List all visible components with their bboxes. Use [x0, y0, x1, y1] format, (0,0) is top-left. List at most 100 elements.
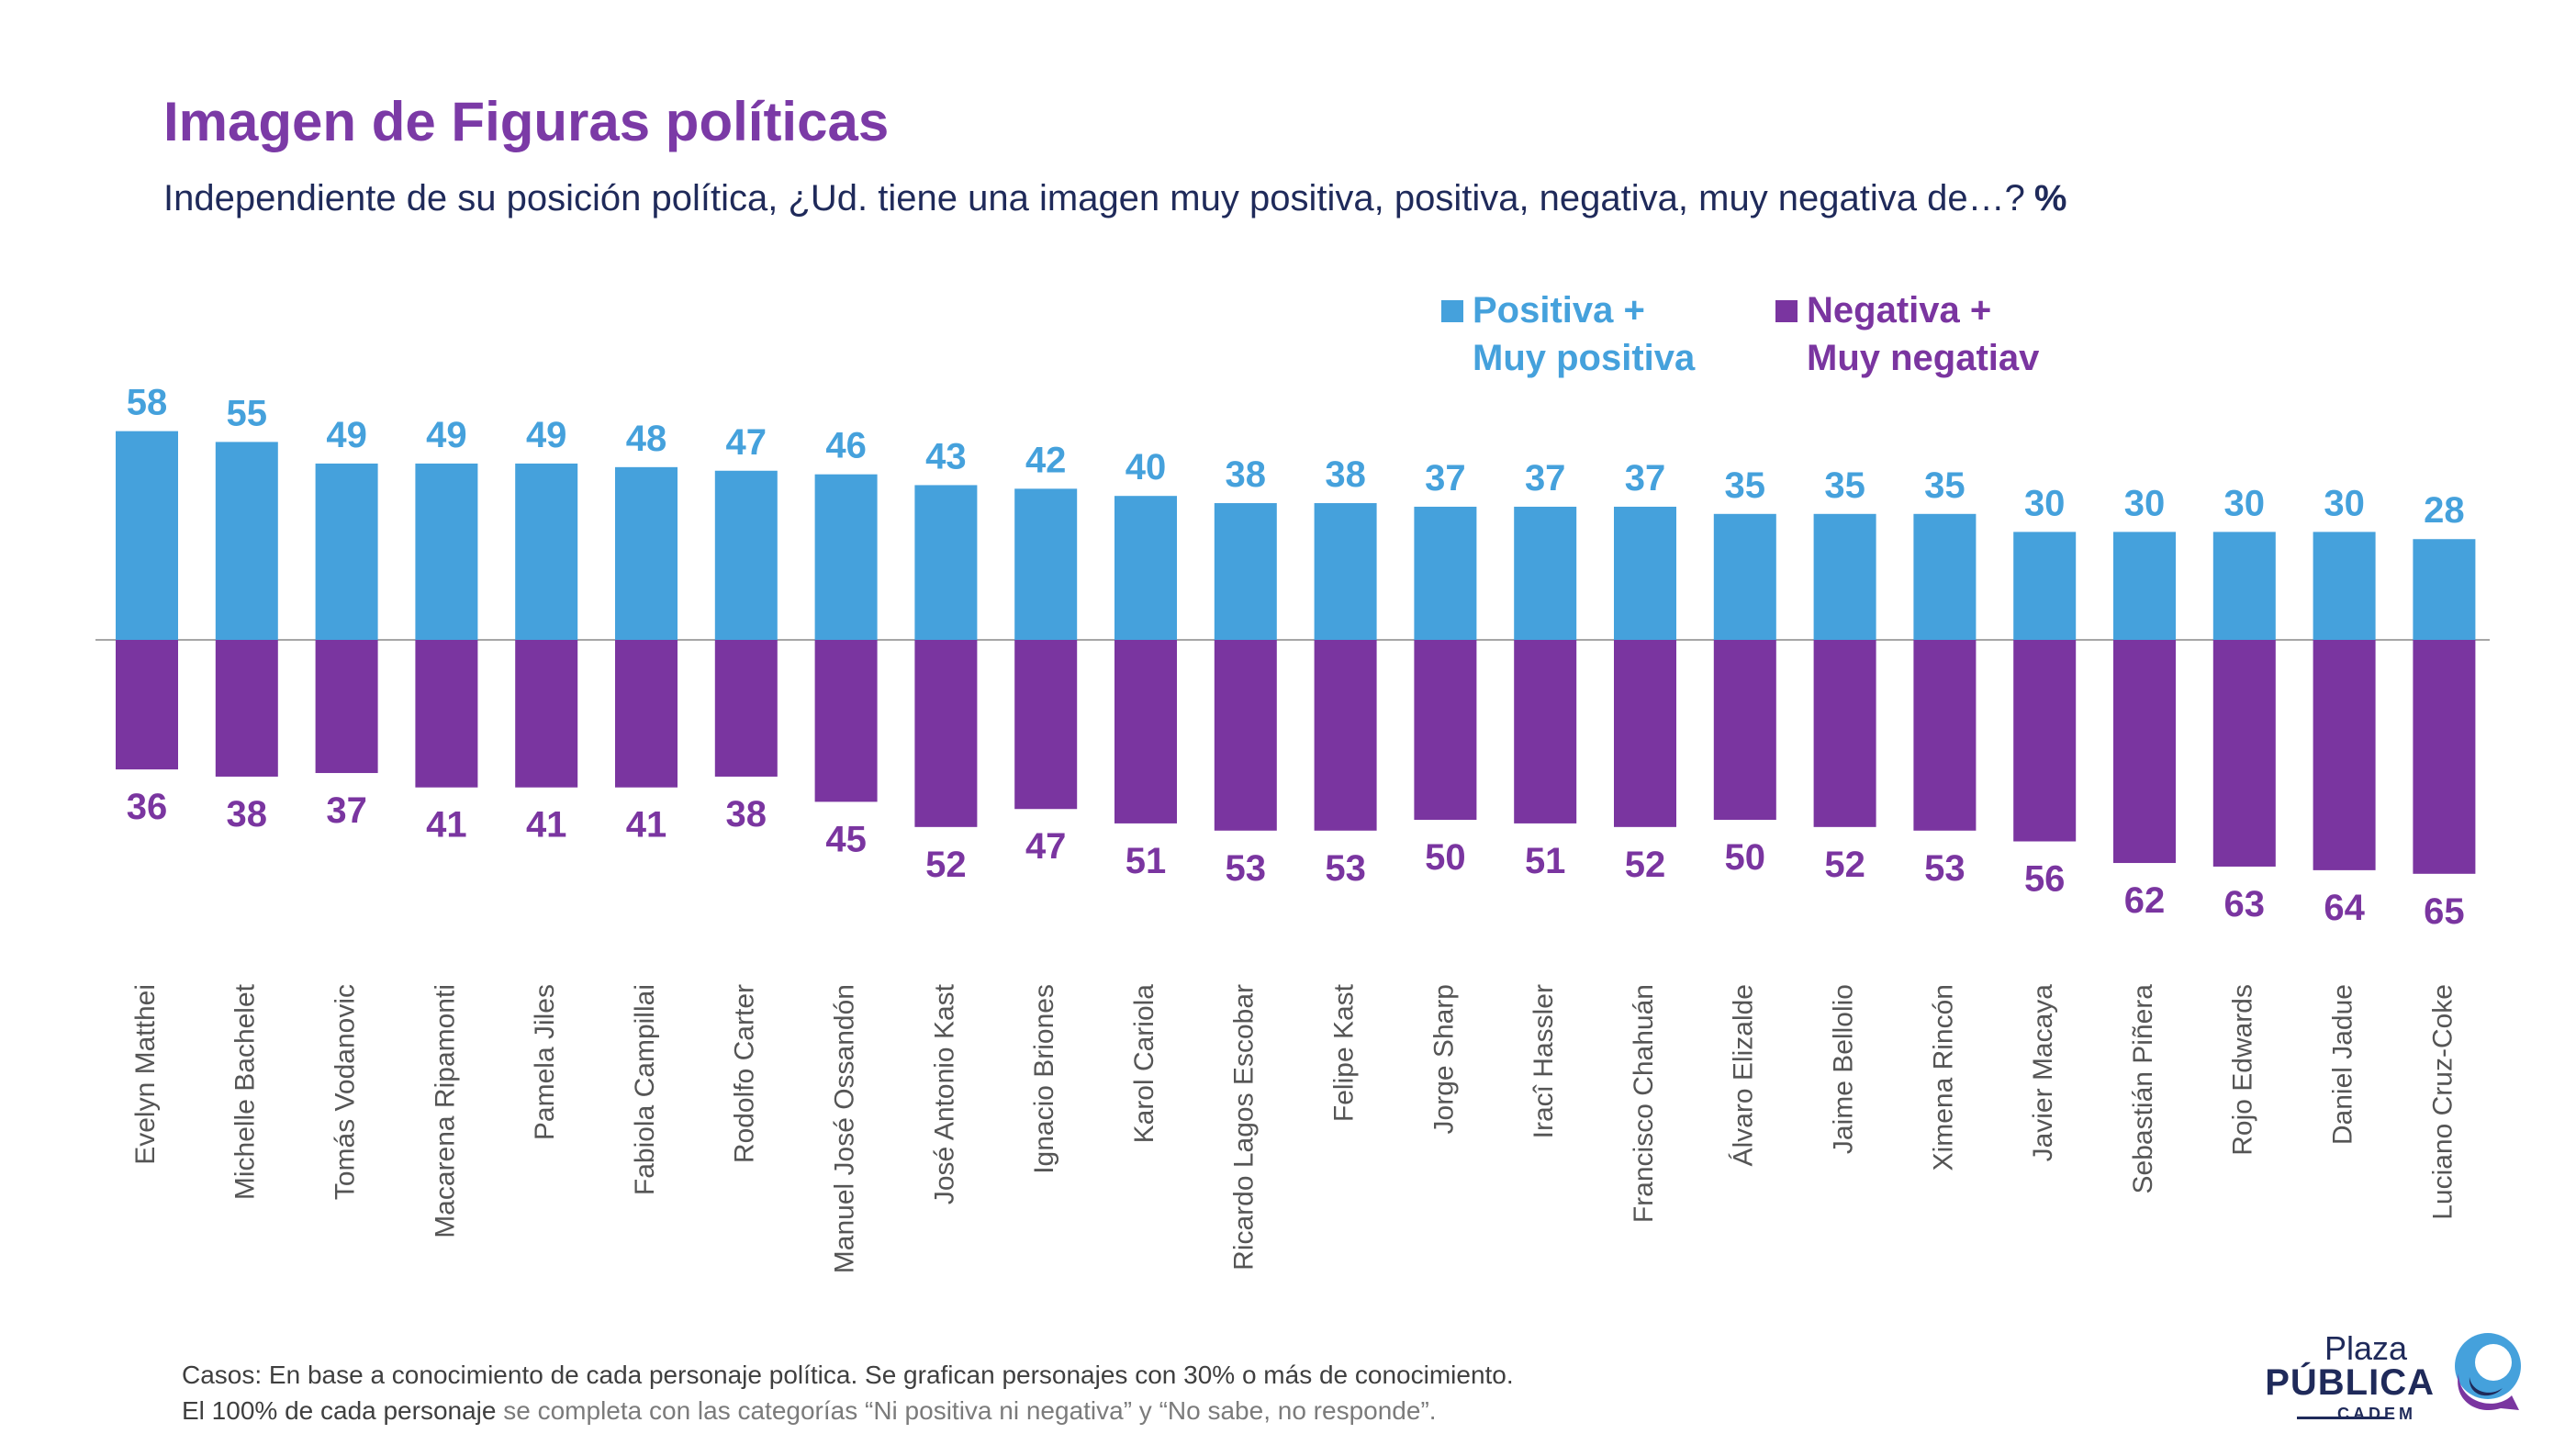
bar-negative: [1214, 640, 1277, 831]
bar-negative: [1014, 640, 1078, 810]
data-label-positive: 35: [1824, 465, 1865, 506]
data-label-positive: 58: [127, 383, 168, 423]
bar-positive: [914, 485, 978, 640]
legend-negative: Negativa + Muy negatiav: [1775, 286, 2040, 382]
category-label: Pamela Jiles: [530, 984, 560, 1140]
plaza-publica-cadem-logo: Plaza PÚBLICA CADEM: [2265, 1322, 2552, 1423]
category-label: Sebastián Piñera: [2128, 984, 2158, 1194]
bar-positive: [1913, 513, 1977, 640]
bar-negative: [315, 640, 378, 774]
category-label: Álvaro Elizalde: [1729, 984, 1759, 1166]
bar-negative: [814, 640, 878, 802]
bar-positive: [2212, 532, 2276, 640]
category-label: Fabiola Campillai: [630, 984, 660, 1195]
data-label-positive: 37: [1425, 458, 1466, 498]
data-label-positive: 35: [1924, 465, 1966, 506]
data-label-positive: 38: [1226, 454, 1267, 495]
bar-negative: [1813, 640, 1876, 827]
category-label: Ximena Rincón: [1928, 984, 1958, 1171]
footnote-line2-text: se completa con las categorías “Ni posit…: [496, 1396, 1437, 1425]
data-label-negative: 52: [1625, 845, 1666, 885]
logo-underline: [2297, 1417, 2387, 1419]
data-label-negative: 38: [726, 794, 767, 835]
subtitle-text: Independiente de su posición política, ¿…: [163, 178, 2025, 218]
data-label-negative: 53: [1325, 848, 1366, 889]
data-label-positive: 38: [1325, 454, 1366, 495]
bar-positive: [2113, 532, 2176, 640]
bar-positive: [1614, 506, 1676, 640]
category-label: Macarena Ripamonti: [430, 984, 460, 1238]
data-label-positive: 30: [2024, 483, 2066, 523]
category-label: Francisco Chahuán: [1629, 984, 1659, 1223]
category-label: Luciano Cruz-Coke: [2427, 984, 2458, 1220]
chart-subtitle: Independiente de su posición política, ¿…: [163, 178, 2066, 219]
data-label-positive: 30: [2224, 483, 2266, 523]
category-label: Tomás Vodanovic: [330, 984, 361, 1200]
bar-negative: [1314, 640, 1377, 831]
data-label-negative: 41: [626, 805, 667, 846]
bar-negative: [415, 640, 478, 788]
bar-negative: [2212, 640, 2276, 867]
data-label-negative: 45: [825, 819, 867, 859]
chart-title: Imagen de Figuras políticas: [163, 91, 890, 152]
bar-positive: [1514, 506, 1577, 640]
category-label: Rodolfo Carter: [730, 984, 760, 1163]
data-label-negative: 63: [2224, 884, 2266, 924]
data-label-positive: 42: [1025, 440, 1067, 480]
bar-positive: [1314, 503, 1377, 640]
footnote-line2-label: El 100% de cada personaje: [182, 1396, 497, 1425]
data-label-negative: 41: [426, 805, 467, 846]
category-label: Karol Cariola: [1129, 984, 1159, 1144]
footnote-line1-text: En base a conocimiento de cada personaje…: [262, 1361, 1514, 1389]
data-label-negative: 51: [1525, 841, 1566, 881]
data-label-negative: 36: [127, 787, 168, 827]
data-label-positive: 37: [1525, 458, 1566, 498]
data-label-negative: 50: [1425, 837, 1466, 878]
logo-plaza-text: Plaza: [2324, 1329, 2407, 1367]
category-label: Evelyn Matthei: [130, 984, 161, 1165]
bar-negative: [515, 640, 578, 788]
legend-positive-line2: Muy positiva: [1473, 338, 1696, 378]
data-label-positive: 47: [726, 422, 767, 463]
bar-negative: [116, 640, 178, 770]
data-label-positive: 28: [2424, 490, 2465, 531]
bar-positive: [116, 431, 178, 640]
legend-positive-line1: Positiva +: [1473, 290, 1645, 330]
data-label-negative: 52: [925, 845, 967, 885]
category-label: Jorge Sharp: [1428, 984, 1459, 1134]
data-label-negative: 62: [2124, 880, 2166, 921]
bar-positive: [1414, 506, 1477, 640]
footnote-line-1: Casos: En base a conocimiento de cada pe…: [182, 1357, 1514, 1393]
bar-negative: [1713, 640, 1776, 820]
bar-positive: [2013, 532, 2077, 640]
data-label-negative: 56: [2024, 859, 2066, 900]
data-label-positive: 55: [227, 393, 268, 433]
bar-positive: [814, 474, 878, 640]
legend-negative-line2: Muy negatiav: [1807, 338, 2040, 378]
data-label-negative: 65: [2424, 891, 2465, 932]
data-label-negative: 52: [1824, 845, 1865, 885]
category-label: José Antonio Kast: [929, 983, 959, 1204]
legend-positive: Positiva + Muy positiva: [1441, 286, 1696, 382]
logo-cadem-text: CADEM: [2337, 1405, 2416, 1423]
bar-negative: [1913, 640, 1977, 831]
bar-negative: [2113, 640, 2176, 864]
bar-positive: [714, 470, 778, 640]
category-label: Ricardo Lagos Escobar: [1229, 984, 1260, 1271]
bar-positive: [2313, 532, 2376, 640]
logo-swirl-icon: [2455, 1333, 2521, 1411]
bar-negative: [2013, 640, 2077, 842]
data-label-negative: 50: [1725, 837, 1766, 878]
bar-negative: [2413, 640, 2476, 874]
data-label-negative: 51: [1126, 841, 1167, 881]
data-label-positive: 49: [326, 415, 367, 455]
bar-negative: [2313, 640, 2376, 870]
bar-positive: [1813, 513, 1876, 640]
bar-negative: [1514, 640, 1577, 823]
category-label: Daniel Jadue: [2328, 984, 2358, 1145]
data-label-positive: 30: [2324, 483, 2365, 523]
data-label-negative: 47: [1025, 826, 1067, 867]
data-label-negative: 53: [1226, 848, 1267, 889]
data-label-negative: 41: [526, 805, 567, 846]
bar-positive: [615, 466, 678, 640]
